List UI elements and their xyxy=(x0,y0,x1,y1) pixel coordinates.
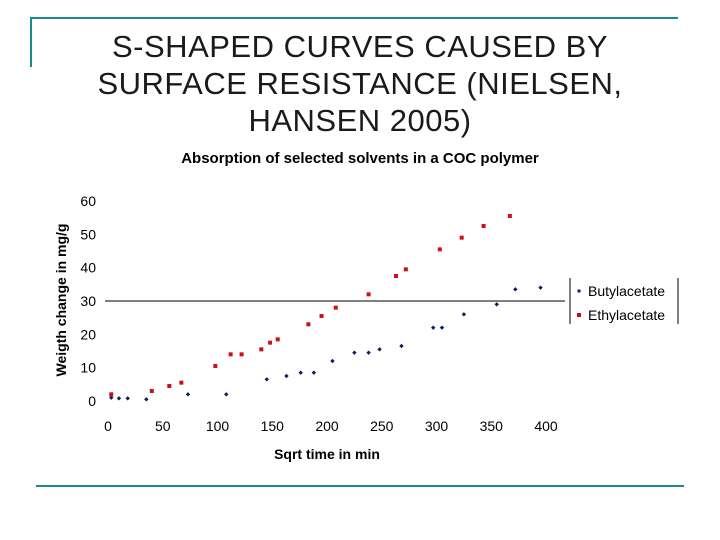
x-tick-label: 0 xyxy=(104,418,112,434)
legend-label-butylacetate: Butylacetate xyxy=(588,283,665,299)
point-butylacetate xyxy=(284,373,289,379)
point-ethylacetate xyxy=(481,224,486,228)
legend-marker-butylacetate xyxy=(577,289,581,293)
point-ethylacetate xyxy=(366,292,371,297)
point-butylacetate xyxy=(513,287,518,292)
point-butylacetate xyxy=(311,370,317,375)
legend-marker-ethylacetate xyxy=(577,313,581,317)
point-butylacetate xyxy=(431,325,436,330)
x-tick-label: 400 xyxy=(534,418,558,434)
y-tick-label: 20 xyxy=(80,326,96,342)
y-tick-label: 10 xyxy=(80,360,96,376)
point-butylacetate xyxy=(185,392,191,397)
point-ethylacetate xyxy=(507,214,512,218)
y-tick-label: 0 xyxy=(88,393,96,409)
y-tick-label: 30 xyxy=(80,293,96,309)
slide-title: S-SHAPED CURVES CAUSED BY SURFACE RESIST… xyxy=(60,28,660,139)
point-butylacetate xyxy=(366,350,371,355)
legend-label-ethylacetate: Ethylacetate xyxy=(588,307,665,323)
x-tick-label: 350 xyxy=(480,418,504,434)
point-butylacetate xyxy=(109,395,114,400)
slide-title-line: S-SHAPED CURVES CAUSED BY xyxy=(112,29,608,64)
point-ethylacetate xyxy=(149,389,154,393)
point-ethylacetate xyxy=(259,347,264,352)
point-ethylacetate xyxy=(459,235,464,240)
frame-left-line xyxy=(30,17,32,67)
point-ethylacetate xyxy=(403,267,408,272)
legend: Butylacetate Ethylacetate xyxy=(569,278,679,324)
point-butylacetate xyxy=(224,392,229,397)
slide-title-line: SURFACE RESISTANCE (NIELSEN, xyxy=(97,66,623,101)
point-ethylacetate xyxy=(239,352,244,357)
x-tick-labels: 0 50 100 150 200 250 300 350 400 xyxy=(104,418,558,434)
slide-title-line: HANSEN 2005) xyxy=(248,103,472,138)
point-butylacetate xyxy=(494,302,499,307)
point-ethylacetate xyxy=(213,364,218,368)
point-butylacetate xyxy=(125,396,130,401)
chart-title: Absorption of selected solvents in a COC… xyxy=(181,150,539,167)
point-butylacetate xyxy=(330,358,335,364)
point-ethylacetate xyxy=(319,314,324,318)
point-ethylacetate xyxy=(109,392,114,397)
frame-top-line xyxy=(30,17,678,19)
point-ethylacetate xyxy=(228,352,233,357)
y-tick-label: 60 xyxy=(80,193,96,209)
y-tick-label: 50 xyxy=(80,226,96,242)
point-butylacetate xyxy=(352,350,357,355)
data-points xyxy=(109,214,543,402)
x-tick-label: 100 xyxy=(206,418,230,434)
point-butylacetate xyxy=(377,347,382,352)
point-ethylacetate xyxy=(179,380,184,385)
point-butylacetate xyxy=(461,312,467,317)
point-ethylacetate xyxy=(275,337,280,342)
point-ethylacetate xyxy=(306,322,311,327)
x-tick-label: 200 xyxy=(315,418,339,434)
point-butylacetate xyxy=(538,285,543,290)
point-ethylacetate xyxy=(167,384,172,388)
x-tick-label: 50 xyxy=(155,418,171,434)
point-butylacetate xyxy=(116,396,122,401)
point-ethylacetate xyxy=(437,247,442,252)
x-tick-label: 300 xyxy=(425,418,449,434)
point-ethylacetate xyxy=(393,274,398,278)
point-ethylacetate xyxy=(333,305,338,310)
x-axis-label: Sqrt time in min xyxy=(274,446,380,462)
point-butylacetate xyxy=(399,343,404,349)
point-butylacetate xyxy=(439,325,445,330)
y-tick-labels: 0 10 20 30 40 50 60 xyxy=(80,193,96,409)
point-butylacetate xyxy=(144,397,149,402)
point-butylacetate xyxy=(298,370,303,375)
frame-bottom-line xyxy=(36,485,684,487)
point-ethylacetate xyxy=(268,340,273,345)
point-butylacetate xyxy=(264,377,269,382)
y-axis-label: Weigth change in mg/g xyxy=(53,224,69,377)
y-tick-label: 40 xyxy=(80,260,96,276)
x-tick-label: 150 xyxy=(261,418,285,434)
x-tick-label: 250 xyxy=(370,418,394,434)
